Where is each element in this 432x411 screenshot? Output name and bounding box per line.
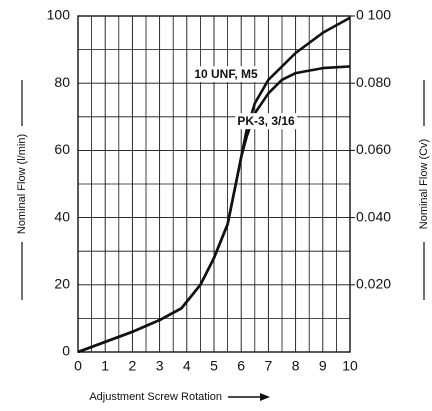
x-tick-label: 3 [156,358,164,374]
x-tick-label: 9 [319,358,327,374]
y2-tick-label: 0.060 [356,141,391,157]
x-tick-label: 10 [342,358,358,374]
x-axis-label: Adjustment Screw Rotation [89,391,222,403]
y2-tick-label: 0.040 [356,208,391,224]
x-tick-label: 5 [210,358,218,374]
y-tick-label: 100 [47,7,71,23]
y-tick-label: 60 [54,141,70,157]
y2-tick-label: 0.080 [356,74,391,90]
plot-frame [77,15,351,353]
arrow-head [260,393,270,401]
y2-tick-label: 0 100 [356,7,391,23]
x-tick-label: 7 [265,358,273,374]
annotation-background [235,113,298,130]
y-tick-label: 20 [54,276,70,292]
series-annotation: PK-3, 3/16 [237,114,295,128]
line-series [77,65,351,354]
y2-axis-label: Nominal Flow (Cv) [418,139,430,229]
y-tick-label: 40 [54,208,70,224]
annotation-background [192,66,260,83]
y-tick-label: 0 [62,343,70,359]
series-annotation: 10 UNF, M5 [194,67,258,81]
x-tick-label: 1 [101,358,109,374]
x-tick-label: 8 [292,358,300,374]
x-tick-label: 6 [237,358,245,374]
x-tick-label: 0 [74,358,82,374]
x-tick-label: 4 [183,358,191,374]
y2-tick-label: 0.020 [356,276,391,292]
x-tick-label: 2 [129,358,137,374]
y-tick-label: 80 [54,74,70,90]
y-axis-label: Nominal Flow (l/min) [16,134,28,234]
